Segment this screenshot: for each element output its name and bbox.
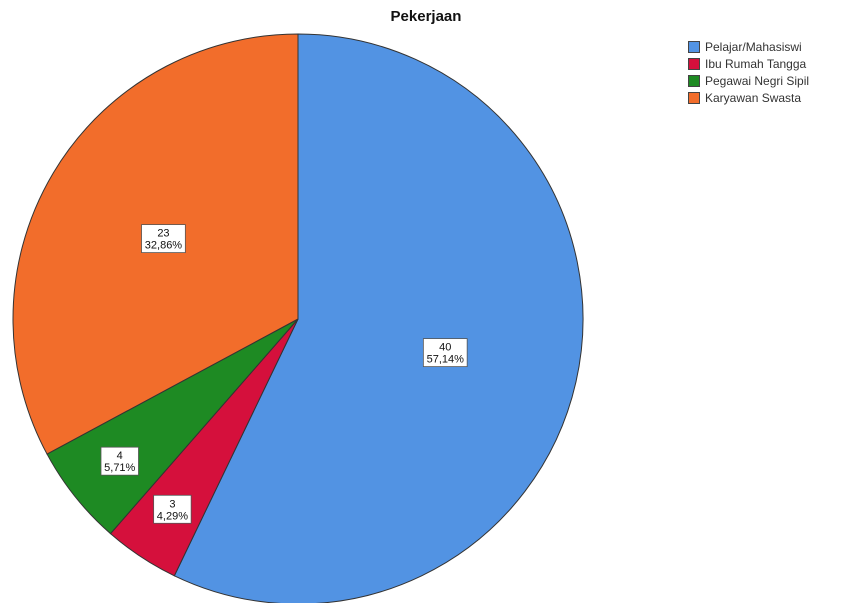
legend-swatch [688,57,700,70]
slice-count-label: 23 [157,228,169,240]
legend-label: Karyawan Swasta [705,90,802,105]
slice-count-label: 4 [117,450,123,462]
legend-item: Pegawai Negri Sipil [688,72,809,89]
slice-count-label: 3 [169,498,175,510]
slice-percent-label: 32,86% [145,240,183,252]
legend-swatch [688,91,700,104]
legend-swatch [688,40,700,53]
legend-item: Karyawan Swasta [688,89,809,106]
chart-title: Pekerjaan [390,8,462,25]
slice-data-label: 34,29% [153,494,192,524]
legend-label: Ibu Rumah Tangga [705,56,807,71]
legend-label: Pelajar/Mahasiswi [705,39,802,54]
legend: Pelajar/Mahasiswi Ibu Rumah Tangga Pegawai… [688,38,809,106]
legend-label: Pegawai Negri Sipil [705,73,810,88]
legend-item: Pelajar/Mahasiswi [688,38,809,55]
slice-percent-label: 4,29% [157,510,188,522]
slice-count-label: 40 [439,342,451,354]
legend-swatch [688,74,700,87]
slice-percent-label: 5,71% [104,462,135,474]
slice-percent-label: 57,14% [427,354,465,366]
slice-data-label: 45,71% [100,446,139,476]
legend-item: Ibu Rumah Tangga [688,55,809,72]
